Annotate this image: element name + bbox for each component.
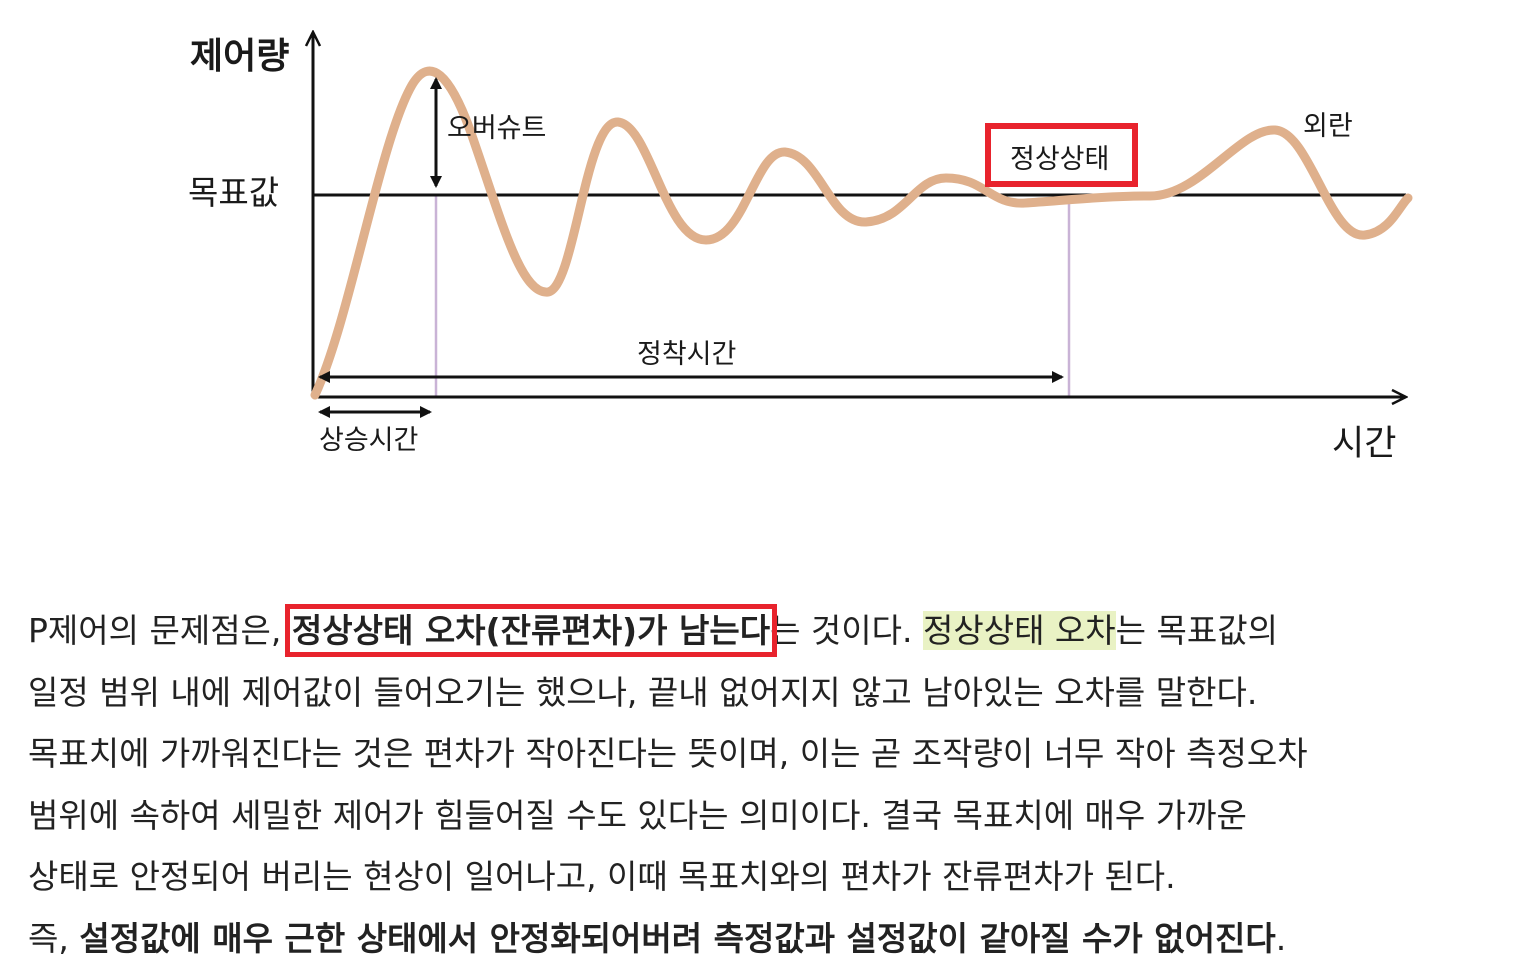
line1-start: P제어의 문제점은, <box>28 611 292 650</box>
text-line-4: 범위에 속하여 세밀한 제어가 힘들어질 수도 있다는 의미이다. 결국 목표치… <box>28 795 1247 835</box>
steady-state-label: 정상상태 <box>1010 144 1109 175</box>
rise-time-label: 상승시간 <box>319 425 418 456</box>
line6-end: . <box>1275 918 1287 958</box>
disturbance-label: 외란 <box>1303 111 1353 142</box>
line1-end: 는 목표값의 <box>1115 611 1278 650</box>
steady-state-error-boxed: 정상상태 오차(잔류편차)가 남는다 <box>284 604 778 657</box>
text-line-6: 즉, 설정값에 매우 근한 상태에서 안정화되어버려 측정값과 설정값이 같아질… <box>28 908 1518 970</box>
text-line-2: 일정 범위 내에 제어값이 들어오기는 했으나, 끝내 없어지지 않고 남아있는… <box>28 672 1258 712</box>
response-curve <box>310 66 1413 400</box>
text-line-1: P제어의 문제점은, 정상상태 오차(잔류편차)가 남는다는 것이다. 정상상태… <box>28 600 1518 662</box>
steady-state-box <box>985 123 1138 187</box>
conclusion-bold: 설정값에 매우 근한 상태에서 안정화되어버려 측정값과 설정값이 같아질 수가… <box>79 918 1276 958</box>
settling-time-label: 정착시간 <box>637 339 736 370</box>
text-line-3: 목표치에 가까워진다는 것은 편차가 작아진다는 뜻이며, 이는 곧 조작량이 … <box>28 734 1308 773</box>
x-axis-label: 시간 <box>1332 424 1396 464</box>
text-line-5: 상태로 안정되어 버리는 현상이 일어나고, 이때 목표치와의 편차가 잔류편차… <box>28 857 1176 896</box>
line6-start: 즉, <box>28 918 80 958</box>
explanation-text: P제어의 문제점은, 정상상태 오차(잔류편차)가 남는다는 것이다. 정상상태… <box>28 600 1518 969</box>
line1-middle: 는 것이다. <box>770 611 923 650</box>
overshoot-label: 오버슈트 <box>447 113 546 144</box>
control-response-diagram: 제어량 목표값 오버슈트 정상상태 외란 정착시간 상승시간 시간 <box>188 0 1413 464</box>
y-axis-label: 제어량 <box>190 36 289 77</box>
setpoint-label: 목표값 <box>188 173 279 212</box>
steady-state-error-highlight: 정상상태 오차 <box>923 611 1116 650</box>
